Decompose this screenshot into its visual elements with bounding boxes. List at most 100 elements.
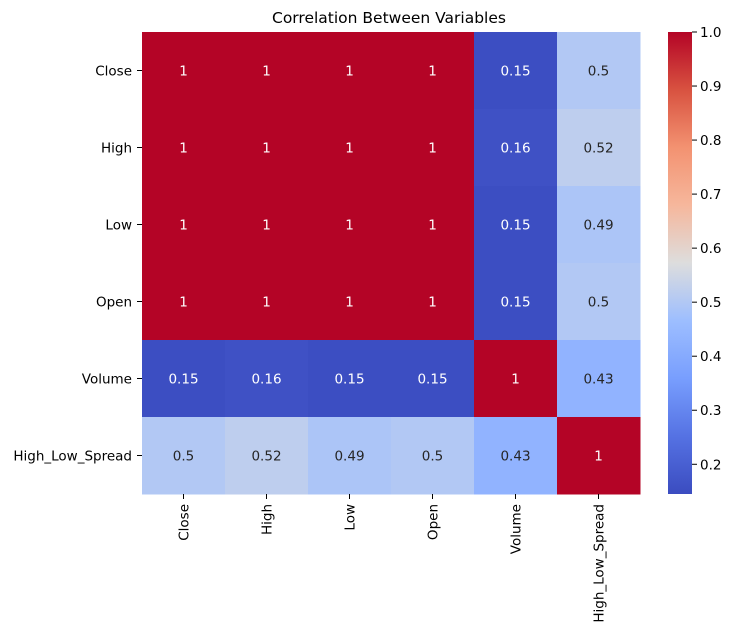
y-tick-label: Low — [105, 218, 132, 234]
heatmap-cell — [391, 186, 475, 264]
heatmap-cell — [142, 263, 226, 341]
cell-value-label: 0.52 — [251, 449, 281, 465]
chart-title: Correlation Between Variables — [272, 9, 506, 27]
cell-value-label: 1 — [262, 295, 271, 311]
cell-value-label: 1 — [428, 64, 437, 80]
colorbar-tick-label: 0.3 — [700, 403, 721, 419]
cell-value-label: 1 — [428, 218, 437, 234]
colorbar: 0.2 0.3 0.4 0.5 0.6 0.7 0.8 0.9 1.0 — [668, 25, 721, 494]
cell-value-label: 1 — [345, 141, 354, 157]
cell-value-label: 0.15 — [168, 372, 198, 388]
heatmap-cell — [142, 340, 226, 418]
cell-value-label: 0.16 — [500, 141, 530, 157]
colorbar-tick-label: 0.4 — [700, 349, 721, 365]
cell-value-label: 1 — [345, 218, 354, 234]
x-axis-tick-labels: Close High Low Open Volume High_Low_Spread — [177, 494, 608, 623]
cell-value-label: 0.49 — [334, 449, 364, 465]
colorbar-tick-label: 0.6 — [700, 241, 721, 257]
cell-value-label: 0.15 — [500, 295, 530, 311]
heatmap-cell — [142, 109, 226, 187]
cell-value-label: 0.52 — [583, 141, 613, 157]
cell-value-label: 1 — [179, 295, 188, 311]
heatmap-cell — [225, 186, 309, 264]
heatmap-cell — [308, 417, 392, 495]
x-tick-label: Close — [177, 504, 193, 541]
cell-value-label: 1 — [511, 372, 520, 388]
cell-value-label: 1 — [428, 295, 437, 311]
heatmap-cell — [557, 32, 641, 110]
heatmap-cell-labels: 1 1 1 1 0.15 0.5 1 1 1 1 0.16 0.52 1 1 1 1 0.15 0.49 1 1 1 1 0… — [168, 64, 613, 465]
y-tick-label: Close — [95, 64, 132, 80]
heatmap-cell — [391, 109, 475, 187]
y-axis-tick-labels: Close High Low Open Volume High_Low_Spread — [13, 64, 142, 465]
colorbar-tick-label: 0.9 — [700, 79, 721, 95]
heatmap-cell — [474, 340, 558, 418]
cell-value-label: 0.15 — [417, 372, 447, 388]
heatmap-cell — [225, 32, 309, 110]
x-tick-label: Volume — [509, 504, 525, 554]
cell-value-label: 1 — [345, 64, 354, 80]
heatmap-cell — [474, 32, 558, 110]
heatmap-cell — [308, 263, 392, 341]
x-tick-label: Open — [426, 504, 442, 540]
cell-value-label: 0.15 — [500, 218, 530, 234]
x-tick-label: High — [260, 504, 276, 535]
heatmap-cell — [557, 263, 641, 341]
heatmap-cell — [225, 263, 309, 341]
cell-value-label: 1 — [262, 64, 271, 80]
colorbar-tick-label: 0.5 — [700, 295, 721, 311]
heatmap-cell — [225, 109, 309, 187]
cell-value-label: 0.16 — [251, 372, 281, 388]
cell-value-label: 1 — [262, 218, 271, 234]
cell-value-label: 0.43 — [583, 372, 613, 388]
x-tick-label: Low — [343, 504, 359, 531]
colorbar-tick-label: 0.8 — [700, 133, 721, 149]
cell-value-label: 0.5 — [422, 449, 443, 465]
colorbar-tick-label: 0.7 — [700, 187, 721, 203]
heatmap-cell — [225, 340, 309, 418]
heatmap-cell — [474, 109, 558, 187]
heatmap-cell — [557, 109, 641, 187]
x-tick-label: High_Low_Spread — [592, 504, 608, 623]
cell-value-label: 0.5 — [588, 295, 609, 311]
cell-value-label: 1 — [179, 218, 188, 234]
heatmap-cells — [142, 32, 641, 495]
colorbar-gradient — [668, 32, 692, 494]
heatmap-cell — [557, 417, 641, 495]
heatmap-cell — [308, 340, 392, 418]
cell-value-label: 0.49 — [583, 218, 613, 234]
cell-value-label: 1 — [428, 141, 437, 157]
heatmap-cell — [391, 340, 475, 418]
heatmap-cell — [391, 263, 475, 341]
heatmap-cell — [142, 186, 226, 264]
heatmap-cell — [557, 340, 641, 418]
heatmap-cell — [557, 186, 641, 264]
y-tick-label: Volume — [82, 372, 132, 388]
heatmap-cell — [474, 263, 558, 341]
heatmap-cell — [474, 417, 558, 495]
heatmap-cell — [391, 32, 475, 110]
cell-value-label: 0.15 — [334, 372, 364, 388]
y-tick-label: Open — [96, 295, 132, 311]
y-tick-label: High — [101, 141, 132, 157]
cell-value-label: 1 — [594, 449, 603, 465]
heatmap-cell — [391, 417, 475, 495]
cell-value-label: 1 — [262, 141, 271, 157]
heatmap-cell — [308, 109, 392, 187]
heatmap-cell — [142, 417, 226, 495]
colorbar-tick-label: 0.2 — [700, 457, 721, 473]
cell-value-label: 1 — [345, 295, 354, 311]
cell-value-label: 1 — [179, 141, 188, 157]
heatmap-cell — [308, 32, 392, 110]
y-tick-label: High_Low_Spread — [13, 449, 132, 465]
heatmap-cell — [308, 186, 392, 264]
heatmap-cell — [225, 417, 309, 495]
heatmap-cell — [142, 32, 226, 110]
cell-value-label: 0.5 — [588, 64, 609, 80]
cell-value-label: 1 — [179, 64, 188, 80]
cell-value-label: 0.5 — [173, 449, 194, 465]
cell-value-label: 0.43 — [500, 449, 530, 465]
cell-value-label: 0.15 — [500, 64, 530, 80]
heatmap-cell — [474, 186, 558, 264]
